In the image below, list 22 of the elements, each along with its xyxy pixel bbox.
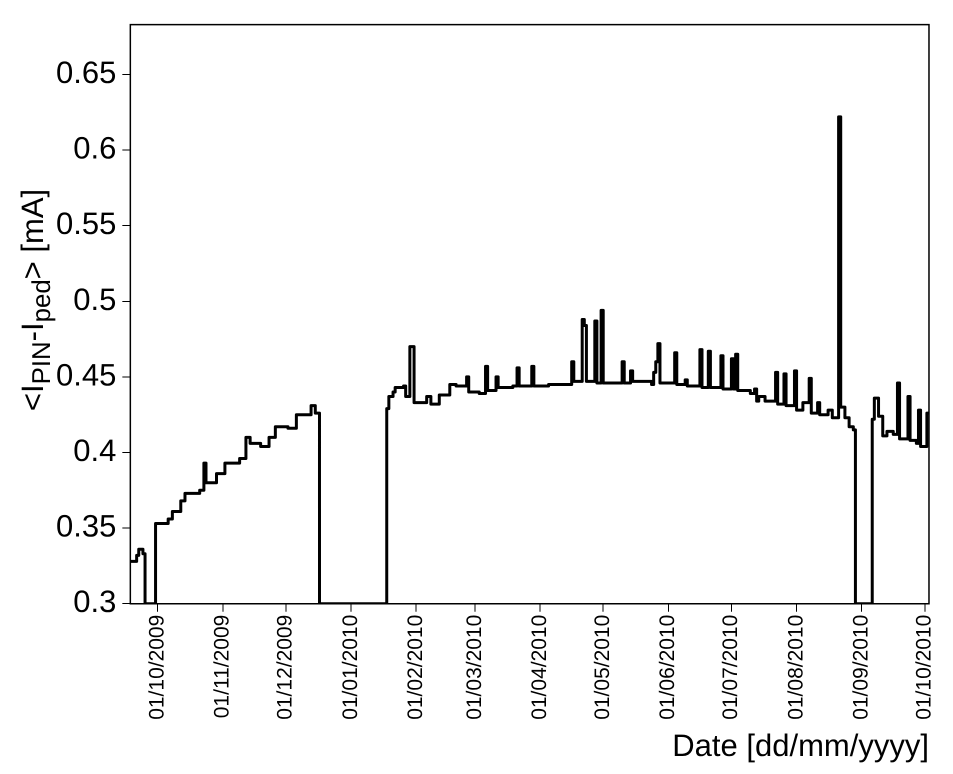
y-tick-label: 0.35 [56, 508, 116, 544]
y-tick-label: 0.4 [73, 433, 116, 468]
x-tick-label: 01/02/2010 [404, 614, 427, 720]
y-tick-label: 0.55 [56, 206, 116, 242]
x-tick-label: 01/10/2010 [912, 614, 936, 720]
y-tick-label: 0.6 [73, 130, 116, 166]
y-tick-label: 0.45 [56, 357, 116, 392]
x-tick-label: 01/10/2009 [145, 614, 168, 720]
x-tick-label: 01/06/2010 [656, 614, 680, 720]
y-tick-label: 0.5 [73, 282, 116, 317]
x-tick-label: 01/08/2010 [784, 614, 808, 720]
x-tick-label: 01/07/2010 [719, 614, 742, 720]
x-tick-label: 01/09/2010 [850, 614, 873, 720]
x-tick-label: 01/11/2009 [210, 614, 234, 718]
x-tick-label: 01/12/2009 [274, 614, 297, 720]
x-axis-title: Date [dd/mm/yyyy] [672, 728, 929, 763]
x-tick-label: 01/05/2010 [591, 614, 614, 720]
x-tick-label: 01/01/2010 [338, 614, 362, 720]
y-tick-label: 0.3 [73, 584, 116, 620]
x-tick-label: 01/03/2010 [462, 614, 486, 720]
y-tick-label: 0.65 [56, 55, 116, 90]
x-tick-label: 01/04/2010 [528, 614, 551, 720]
